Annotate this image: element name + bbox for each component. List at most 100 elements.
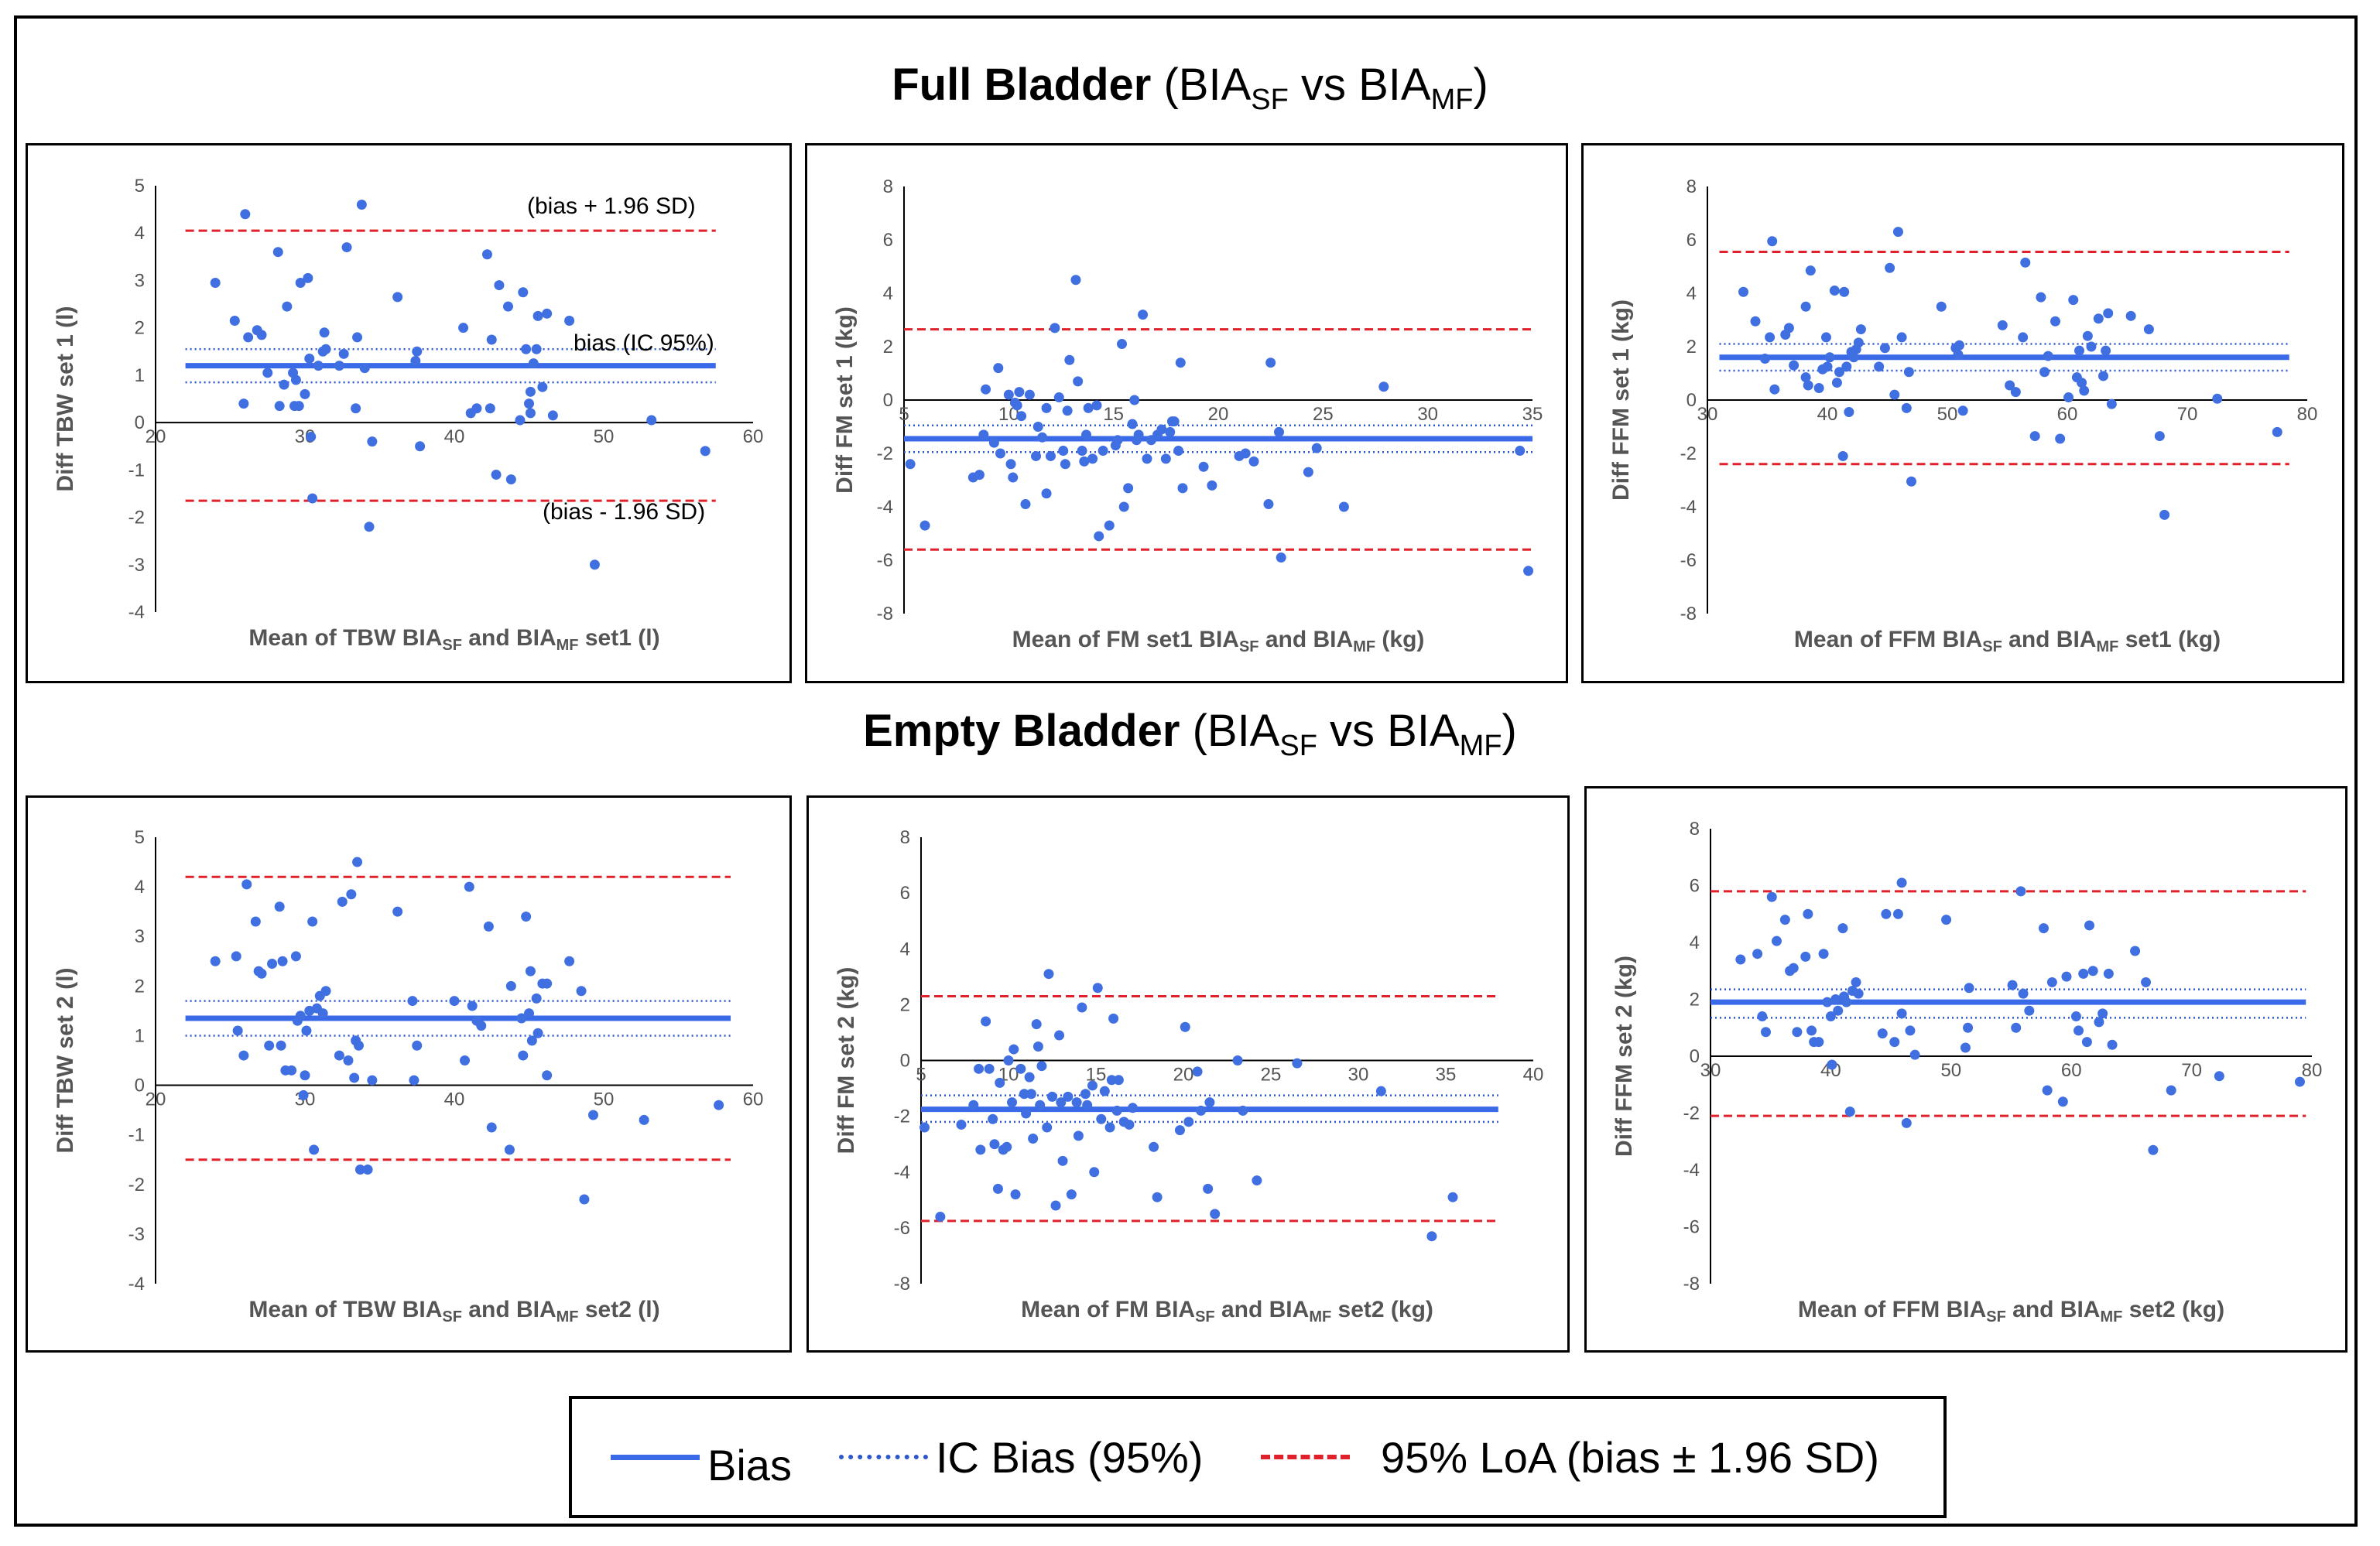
data-point (1841, 361, 1852, 372)
data-point (300, 388, 310, 399)
data-point (2294, 1076, 2305, 1087)
y-tick-label: 2 (900, 994, 910, 1015)
y-tick-label: -3 (128, 1224, 145, 1245)
x-tick-label: 60 (743, 1089, 764, 1110)
data-point (1936, 301, 1947, 312)
legend-label-loa: 95% LoA (bias ± 1.96 SD) (1381, 1432, 1879, 1482)
data-point (1050, 323, 1060, 333)
data-point (407, 996, 418, 1007)
data-point (1844, 407, 1854, 418)
x-tick-label: 70 (2181, 1060, 2202, 1081)
data-point (1779, 915, 1790, 925)
data-point (1177, 483, 1188, 494)
data-point (1997, 320, 2008, 330)
data-point (232, 1025, 243, 1036)
y-tick-label: -4 (1680, 497, 1697, 518)
data-point (1118, 501, 1129, 512)
data-point (516, 1013, 527, 1024)
data-point (286, 1065, 297, 1076)
data-point (531, 993, 542, 1004)
data-point (905, 459, 916, 470)
data-point (515, 415, 526, 426)
data-point (351, 403, 361, 414)
data-point (1165, 426, 1176, 437)
data-point (1896, 877, 1907, 888)
data-point (313, 361, 324, 371)
data-point (1037, 432, 1048, 443)
data-point (1082, 1100, 1093, 1110)
data-point (1889, 1037, 1900, 1048)
y-tick-label: -3 (128, 555, 145, 576)
data-point (989, 1139, 1000, 1150)
data-point (2018, 988, 2029, 999)
x-axis-title: Mean of TBW BIASF and BIAMF set2 (l) (248, 1297, 659, 1325)
data-point (1160, 453, 1171, 464)
data-point (993, 363, 1004, 374)
data-point (700, 446, 711, 457)
data-point (1152, 1192, 1163, 1202)
x-tick-label: 35 (1522, 404, 1543, 425)
data-point (1060, 459, 1070, 470)
data-point (1047, 1091, 1057, 1102)
data-point (1106, 1075, 1117, 1086)
legend: Bias IC Bias (95%) 95% LoA (bias ± 1.96 … (569, 1396, 1947, 1518)
data-point (1127, 419, 1138, 429)
data-point (343, 1055, 354, 1065)
data-point (1941, 915, 1952, 925)
x-tick-label: 40 (444, 426, 465, 447)
data-point (334, 361, 344, 371)
data-point (1735, 954, 1746, 965)
data-point (353, 1040, 364, 1051)
data-point (988, 1113, 998, 1124)
legend-swatch-bias (611, 1454, 700, 1460)
data-point (2010, 387, 2021, 398)
data-point (1909, 1049, 1920, 1060)
data-point (1073, 1130, 1084, 1141)
data-point (646, 415, 657, 426)
y-tick-label: -4 (128, 602, 145, 623)
data-point (1009, 1044, 1019, 1055)
data-point (1820, 332, 1831, 343)
data-point (2094, 1017, 2104, 1028)
data-point (1792, 1027, 1803, 1038)
data-point (1133, 429, 1144, 440)
data-point (1063, 1091, 1074, 1102)
data-point (356, 199, 367, 210)
data-point (2087, 966, 2098, 977)
data-point (1096, 1113, 1107, 1124)
data-point (486, 1122, 497, 1133)
x-tick-label: 20 (1208, 404, 1229, 425)
data-point (589, 559, 600, 570)
data-point (309, 1144, 320, 1155)
data-point (1024, 389, 1035, 400)
data-point (1885, 262, 1895, 273)
chart-panel-fm-set1: -8 -6 -4 -2 0 2 4 6 8 5 10 15 20 25 30 35 Diff FM set 1 … (805, 143, 1568, 683)
y-tick-label: 1 (135, 365, 145, 386)
data-point (518, 1050, 529, 1061)
data-point (2143, 324, 2154, 335)
data-point (290, 951, 301, 962)
legend-item-bias: Bias (611, 1399, 792, 1515)
data-point (2061, 971, 2072, 982)
data-point (1874, 361, 1885, 372)
data-point (415, 441, 426, 452)
y-tick-label: -2 (894, 1106, 910, 1127)
y-tick-label: 4 (883, 283, 893, 304)
data-point (1841, 997, 1852, 1007)
data-point (525, 966, 536, 977)
data-point (1015, 1063, 1026, 1074)
data-point (1240, 448, 1251, 459)
data-point (1053, 392, 1064, 403)
data-point (956, 1119, 967, 1130)
y-tick-label: 8 (1687, 176, 1697, 197)
data-point (1020, 499, 1031, 510)
data-point (524, 398, 534, 409)
data-point (1031, 1019, 1042, 1030)
data-point (1032, 422, 1043, 432)
y-tick-label: 8 (1690, 819, 1700, 840)
data-point (359, 363, 370, 374)
annotation-lower: (bias - 1.96 SD) (543, 499, 705, 525)
data-point (354, 1165, 365, 1175)
data-point (1964, 983, 1974, 994)
data-point (2148, 1144, 2159, 1155)
